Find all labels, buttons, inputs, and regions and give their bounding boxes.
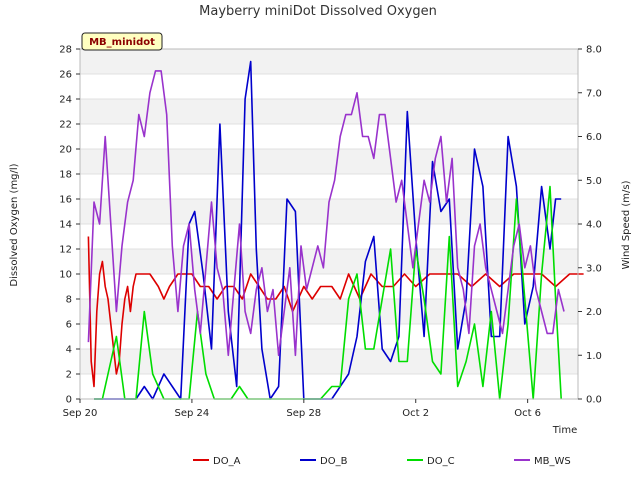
legend-label-do-c: DO_C xyxy=(427,456,455,467)
y-left-tick-label: 18 xyxy=(59,170,72,181)
x-axis-ticks: Sep 20 Sep 24 Sep 28 Oct 2 Oct 6 xyxy=(63,399,541,419)
background-band xyxy=(80,224,578,249)
y-left-tick-label: 20 xyxy=(59,145,72,156)
y-left-tick-label: 14 xyxy=(59,220,72,231)
x-tick-label: Sep 28 xyxy=(286,408,321,419)
legend-label-do-b: DO_B xyxy=(320,456,348,467)
y-left-tick-label: 16 xyxy=(59,195,72,206)
x-tick-label: Oct 6 xyxy=(514,408,541,419)
y-left-tick-label: 28 xyxy=(59,45,72,56)
background-band xyxy=(80,374,578,399)
y-left-tick-label: 26 xyxy=(59,70,72,81)
y-right-axis-label: Wind Speed (m/s) xyxy=(621,180,632,269)
y-right-tick-label: 5.0 xyxy=(586,176,602,187)
legend: DO_A DO_B DO_C MB_WS xyxy=(193,456,571,467)
y-right-axis-ticks: 0.0 1.0 2.0 3.0 4.0 5.0 6.0 7.0 8.0 xyxy=(578,45,602,406)
y-left-tick-label: 22 xyxy=(59,120,72,131)
background-band xyxy=(80,74,578,99)
x-tick-label: Sep 20 xyxy=(63,408,98,419)
badge: MB_minidot xyxy=(81,32,163,51)
y-left-tick-label: 0 xyxy=(66,395,72,406)
y-right-tick-label: 7.0 xyxy=(586,88,602,99)
badge-box xyxy=(81,32,163,51)
background-band xyxy=(80,149,578,174)
chart-title: Mayberry miniDot Dissolved Oxygen xyxy=(199,4,437,19)
y-right-tick-label: 2.0 xyxy=(586,307,602,318)
y-left-tick-label: 8 xyxy=(66,295,72,306)
background-band xyxy=(80,174,578,199)
background-band xyxy=(80,249,578,274)
y-right-tick-label: 0.0 xyxy=(586,395,602,406)
y-right-tick-label: 8.0 xyxy=(586,45,602,56)
y-left-tick-label: 2 xyxy=(66,370,72,381)
y-left-tick-label: 6 xyxy=(66,320,72,331)
background-band xyxy=(80,299,578,324)
y-left-tick-label: 4 xyxy=(66,345,72,356)
y-right-tick-label: 3.0 xyxy=(586,263,602,274)
background-band xyxy=(80,99,578,124)
legend-label-do-a: DO_A xyxy=(213,456,241,467)
y-left-tick-label: 24 xyxy=(59,95,72,106)
y-right-tick-label: 4.0 xyxy=(586,220,602,231)
series-line-mb-ws xyxy=(87,70,565,357)
x-tick-label: Oct 2 xyxy=(402,408,429,419)
y-left-tick-label: 10 xyxy=(59,270,72,281)
y-left-axis-label: Dissolved Oxygen (mg/l) xyxy=(9,163,20,286)
badge-label: MB_minidot xyxy=(89,37,155,48)
y-right-tick-label: 1.0 xyxy=(586,351,602,362)
x-axis-label: Time xyxy=(552,425,577,436)
legend-label-mb-ws: MB_WS xyxy=(534,456,571,467)
background-band xyxy=(80,124,578,149)
y-right-tick-label: 6.0 xyxy=(586,132,602,143)
x-tick-label: Sep 24 xyxy=(175,408,210,419)
y-left-tick-label: 12 xyxy=(59,245,72,256)
background-band xyxy=(80,49,578,74)
